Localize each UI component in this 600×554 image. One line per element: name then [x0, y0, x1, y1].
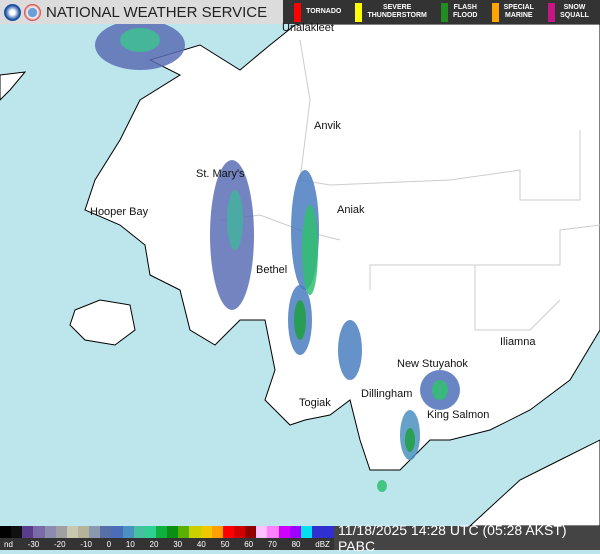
warning-1: SEVERE THUNDERSTORM [355, 2, 427, 22]
radar-echo [338, 320, 362, 380]
warning-3: SPECIAL MARINE [491, 2, 534, 22]
legend-tick: 50 [220, 540, 230, 549]
legend-swatch [55, 526, 67, 538]
warning-label: TORNADO [306, 8, 342, 15]
warning-swatch [440, 2, 448, 22]
legend-tick: -20 [54, 540, 66, 549]
warning-label: SNOW SQUALL [560, 4, 589, 19]
city-label: Unalakleet [282, 22, 334, 34]
city-label: Aniak [337, 204, 365, 216]
land [0, 24, 600, 526]
city-label: Dillingham [361, 388, 413, 400]
legend-swatch [200, 526, 212, 538]
legend-swatch [189, 526, 201, 538]
radar-echo [302, 205, 318, 295]
radar-echo [405, 428, 415, 452]
legend-swatch [11, 526, 23, 538]
city-label: Hooper Bay [90, 206, 149, 218]
legend-tick: nd [4, 540, 13, 549]
legend-swatch [289, 526, 301, 538]
legend-swatch [133, 526, 145, 538]
legend-swatch [300, 526, 312, 538]
legend-swatch [0, 526, 12, 538]
noaa-logo-icon [4, 3, 21, 21]
legend-swatch [222, 526, 234, 538]
legend-swatch [122, 526, 134, 538]
legend-swatch [89, 526, 101, 538]
legend-tick: dBZ [315, 540, 330, 549]
radar-echoes [95, 24, 460, 492]
legend-swatch [22, 526, 34, 538]
legend-swatch [178, 526, 190, 538]
warning-legend: TORNADO SEVERE THUNDERSTORM FLASH FLOOD SPE… [283, 0, 600, 24]
city-label: King Salmon [427, 409, 490, 421]
warning-swatch [294, 2, 302, 22]
radar-map[interactable] [0, 24, 600, 526]
legend-swatch [33, 526, 45, 538]
legend-tick: 70 [267, 540, 277, 549]
legend-swatch [233, 526, 246, 538]
legend-tick: 30 [173, 540, 183, 549]
dbz-color-bar [0, 526, 335, 538]
legend-tick: 20 [149, 540, 159, 549]
legend-swatch [111, 526, 123, 538]
legend-swatch [167, 526, 179, 538]
warning-label: SPECIAL MARINE [503, 4, 534, 19]
legend-swatch [311, 526, 324, 538]
legend-swatch [155, 526, 168, 538]
dbz-legend: nd -30 -20 -10 0 10 20 30 40 50 60 70 80 dBZ [0, 526, 335, 550]
timestamp: 11/18/2025 14:28 UTC (05:28 AKST) PABC [334, 522, 600, 554]
legend-tick: 10 [125, 540, 135, 549]
legend-swatch [256, 526, 268, 538]
legend-tick: 80 [291, 540, 301, 549]
radar-echo [294, 300, 306, 340]
radar-echo [227, 190, 243, 250]
header: NATIONAL WEATHER SERVICE TORNADO SEVERE T… [0, 0, 600, 24]
legend-swatch [66, 526, 78, 538]
legend-swatch [44, 526, 56, 538]
city-label: Togiak [299, 397, 331, 409]
legend-swatch [245, 526, 257, 538]
legend-tick: 40 [196, 540, 206, 549]
legend-tick: 0 [106, 540, 112, 549]
legend-swatch [77, 526, 90, 538]
warning-label: SEVERE THUNDERSTORM [367, 4, 427, 19]
city-label: Iliamna [500, 336, 536, 348]
radar-echo [120, 28, 160, 52]
warning-0: TORNADO [294, 2, 342, 22]
warning-2: FLASH FLOOD [440, 2, 478, 22]
nws-logo-icon [24, 3, 41, 21]
city-label: Anvik [314, 120, 341, 132]
radar-echo [432, 380, 448, 400]
warning-4: SNOW SQUALL [548, 2, 589, 22]
legend-swatch [211, 526, 223, 538]
warning-label: FLASH FLOOD [452, 4, 478, 19]
legend-tick: -10 [80, 540, 92, 549]
legend-swatch [267, 526, 279, 538]
legend-swatch [100, 526, 112, 538]
city-label: Bethel [256, 264, 288, 276]
radar-echo [377, 480, 387, 492]
legend-swatch [144, 526, 156, 538]
city-label: New Stuyahok [397, 358, 468, 370]
page-title: NATIONAL WEATHER SERVICE [46, 3, 268, 21]
warning-swatch [355, 2, 363, 22]
nws-branding: NATIONAL WEATHER SERVICE [0, 0, 283, 24]
legend-tick: 60 [244, 540, 254, 549]
legend-swatch [323, 526, 335, 538]
warning-swatch [491, 2, 499, 22]
legend-tick: -30 [27, 540, 40, 549]
city-label: St. Mary's [196, 168, 245, 180]
legend-swatch [278, 526, 290, 538]
warning-swatch [548, 2, 556, 22]
